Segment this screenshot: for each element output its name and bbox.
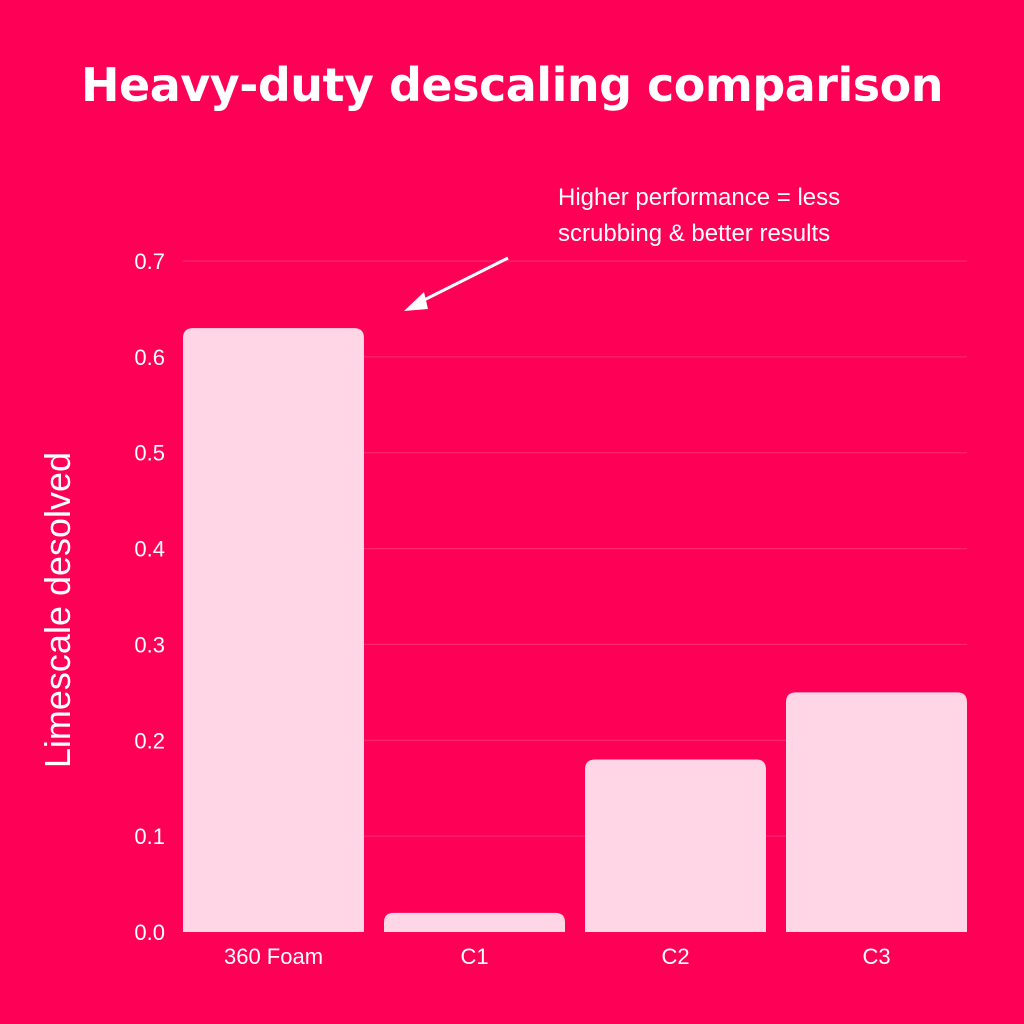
x-tick-label: C2 [661, 944, 689, 969]
y-tick-label: 0.2 [134, 728, 165, 753]
chart-title: Heavy-duty descaling comparison [81, 58, 943, 112]
x-tick-label: 360 Foam [224, 944, 323, 969]
arrow-line [411, 256, 509, 308]
annotation: Higher performance = less scrubbing & be… [558, 180, 840, 252]
bar-360-foam [183, 328, 364, 933]
y-tick-label: 0.4 [134, 537, 165, 562]
annotation-arrow [404, 256, 509, 311]
x-tick-label: C3 [862, 944, 890, 969]
y-tick-label: 0.0 [134, 920, 165, 945]
bar-c1 [384, 912, 565, 932]
arrow-head [404, 292, 428, 311]
bar-c3 [786, 692, 967, 932]
y-tick-label: 0.7 [134, 249, 165, 274]
bar-c2 [585, 759, 766, 932]
annotation-line-1: Higher performance = less [558, 184, 841, 211]
x-tick-label: C1 [460, 944, 488, 969]
y-tick-label: 0.5 [134, 441, 165, 466]
y-tick-label: 0.1 [134, 824, 165, 849]
y-tick-label: 0.3 [134, 632, 165, 657]
annotation-line-2: scrubbing & better results [558, 220, 831, 247]
y-tick-label: 0.6 [134, 345, 165, 370]
